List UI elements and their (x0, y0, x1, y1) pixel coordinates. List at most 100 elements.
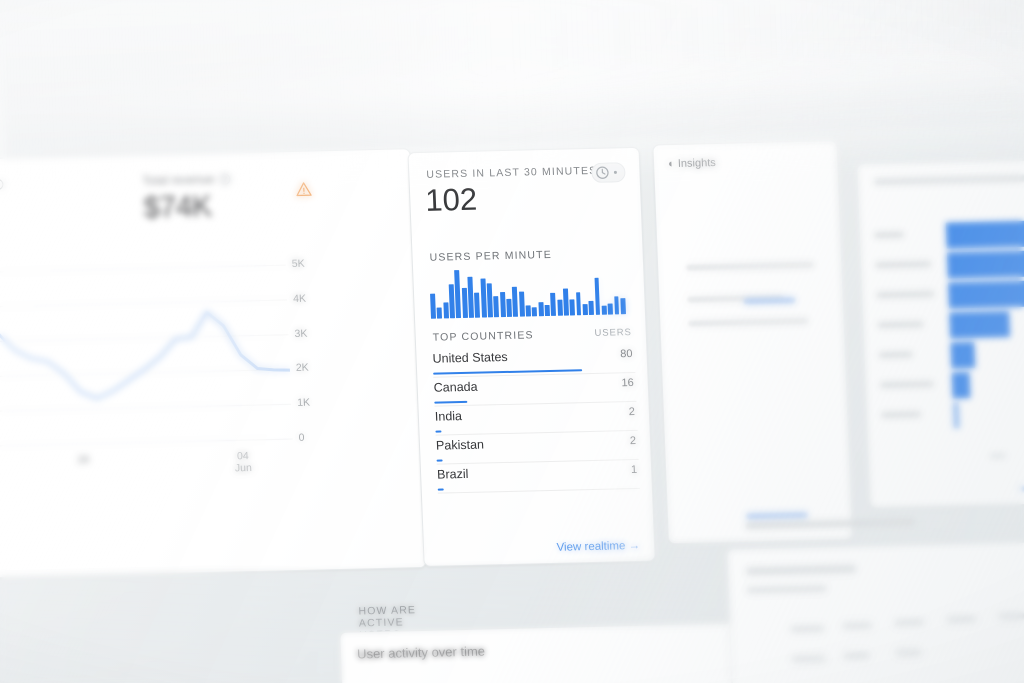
y-axis-tick: 1K (296, 396, 311, 410)
bar-label (877, 321, 924, 329)
line-chart-svg (0, 264, 293, 450)
insight-text-line (686, 261, 815, 271)
table-cell (791, 655, 826, 663)
country-users-value: 80 (620, 348, 633, 361)
table-row[interactable]: India 2 (434, 401, 638, 436)
country-users-value: 16 (621, 376, 634, 390)
insight-inline-link[interactable] (743, 297, 796, 305)
bar-row[interactable] (878, 336, 1024, 372)
country-name: Pakistan (435, 437, 485, 453)
bar (506, 298, 512, 317)
bar (588, 301, 595, 316)
table-row[interactable]: Canada 16 (433, 372, 637, 407)
bar (480, 278, 487, 318)
warning-triangle-icon[interactable] (292, 177, 315, 200)
bar (512, 287, 519, 317)
country-users-value: 1 (630, 463, 638, 477)
users-per-minute-label: USERS PER MINUTE (429, 248, 553, 264)
users-last-30-min-label: USERS IN LAST 30 MINUTES (426, 164, 598, 181)
bar-row[interactable] (881, 396, 1024, 432)
country-name: India (434, 409, 463, 424)
y-axis-tick: 2K (295, 362, 309, 375)
top-channels-card[interactable] (856, 156, 1024, 509)
overview-metrics-card[interactable]: …engagement time? 51s Total revenue? $74… (0, 148, 427, 582)
bar-row[interactable] (877, 306, 1024, 342)
arrow-right-icon: → (628, 539, 641, 553)
bar-label (876, 290, 935, 299)
bar (544, 304, 550, 317)
users-per-minute-bar-chart[interactable] (429, 266, 626, 319)
top-channels-bar-chart[interactable] (873, 216, 1024, 452)
bar-label (873, 231, 905, 239)
insights-sparkle-icon: ◐ (667, 157, 676, 171)
bar-row[interactable] (876, 276, 1024, 312)
country-users-value: 2 (628, 405, 636, 419)
view-realtime-link[interactable]: View realtime → (556, 540, 640, 554)
table-row[interactable]: Brazil 1 (436, 459, 640, 494)
user-activity-over-time-card[interactable]: User activity over time (339, 622, 765, 683)
bar (556, 299, 563, 316)
y-axis-tick: 3K (294, 327, 308, 340)
bar-label (879, 380, 935, 389)
users-column-header: USERS (594, 327, 632, 339)
bottom-right-table-card[interactable] (726, 538, 1024, 683)
bar (948, 278, 1024, 309)
history-clock-icon[interactable] (591, 162, 626, 188)
bar-row[interactable] (879, 366, 1024, 402)
bar (518, 291, 525, 317)
bar (550, 292, 557, 316)
table-card-subtitle (746, 585, 828, 594)
bar-row[interactable] (875, 246, 1024, 282)
engagement-time-label: …engagement time? (0, 177, 4, 194)
chart-gridlines (0, 264, 293, 450)
bar (461, 288, 468, 319)
country-name: United States (432, 349, 508, 366)
bar (620, 298, 626, 315)
bar (950, 341, 976, 369)
user-activity-title: User activity over time (356, 643, 486, 662)
bar (474, 292, 481, 318)
total-revenue-label: Total revenue? (142, 171, 231, 188)
bar-label (878, 351, 913, 359)
analytics-dashboard-screen: …engagement time? 51s Total revenue? $74… (0, 121, 1024, 683)
insights-header-label: Insights (677, 157, 717, 170)
bar-row[interactable] (873, 216, 1024, 252)
bar (601, 305, 607, 315)
realtime-users-card[interactable]: USERS IN LAST 30 MINUTES 102 USERS PER M… (407, 146, 656, 567)
table-cell (894, 619, 925, 626)
bar (531, 307, 538, 317)
y-axis-tick: 0 (298, 431, 305, 444)
country-bar (436, 459, 443, 462)
bar (582, 303, 588, 316)
total-revenue-text: Total revenue (142, 171, 215, 188)
bar (486, 283, 493, 318)
top-countries-label: TOP COUNTRIES (432, 329, 534, 344)
top-countries-table[interactable]: United States 80 Canada 16 India 2 Pakistan 2 Br… (432, 343, 640, 494)
top-channels-title (873, 173, 1024, 186)
info-icon[interactable]: ? (0, 178, 4, 191)
bar (607, 303, 614, 315)
top-channels-footer-link[interactable] (1020, 484, 1024, 492)
country-name: Canada (433, 379, 478, 395)
bar (562, 288, 569, 316)
users-last-30-min-value: 102 (424, 181, 478, 218)
insights-card[interactable]: ◐ Insights (652, 140, 854, 545)
insight-text-line (688, 317, 809, 327)
y-axis-labels: 5K 4K 3K 2K 1K 0 (0, 258, 311, 487)
bar (945, 217, 1024, 249)
bar (499, 291, 506, 318)
total-revenue-value: $74K (142, 189, 213, 225)
x-axis-tick: 28 (77, 453, 90, 467)
y-axis-tick: 5K (291, 257, 305, 271)
table-cell (895, 649, 922, 656)
info-icon[interactable]: ? (219, 173, 231, 185)
x-axis-labels: 212804Jun (0, 450, 294, 487)
bar (613, 296, 620, 315)
table-cell (998, 612, 1024, 620)
table-row[interactable]: Pakistan 2 (435, 430, 639, 465)
bar (952, 402, 960, 429)
bar (430, 293, 436, 319)
insights-cta-link[interactable] (745, 511, 809, 520)
